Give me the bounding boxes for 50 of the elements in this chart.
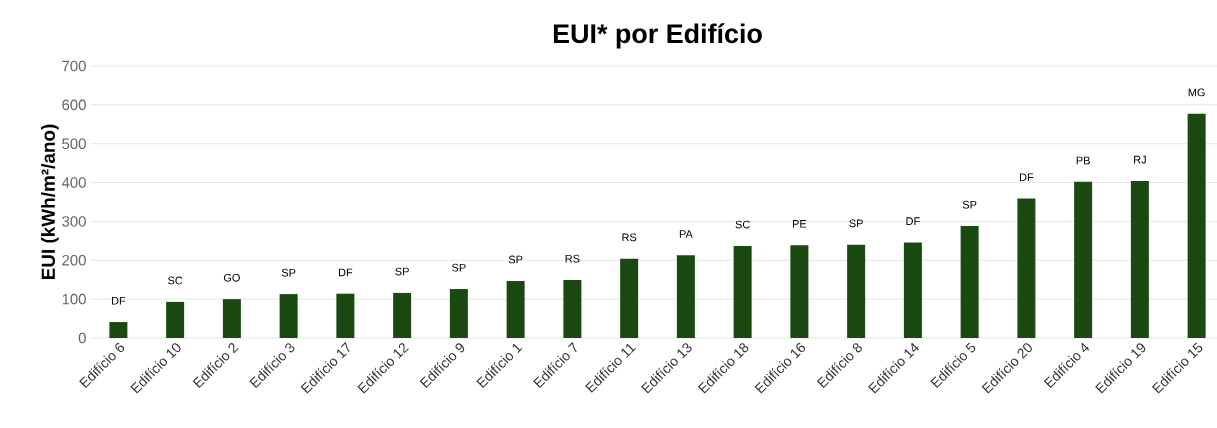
y-tick-label: 200 [62, 254, 86, 266]
bar [733, 245, 752, 338]
annotation: PE [792, 220, 807, 228]
y-tick-label: 600 [62, 99, 86, 111]
annotation: SP [849, 219, 863, 228]
bar [1017, 198, 1036, 338]
annotation: DF [111, 297, 126, 305]
annotation: SP [508, 255, 523, 264]
annotation: DF [906, 217, 920, 225]
annotation: GO [223, 273, 240, 282]
bar [336, 293, 355, 338]
annotation: PB [1076, 156, 1090, 165]
annotation: SC [168, 276, 183, 285]
bar [506, 280, 525, 338]
bar [109, 322, 128, 338]
y-tick-label: 300 [62, 216, 86, 227]
bar [960, 226, 979, 338]
annotation: MG [1188, 88, 1205, 97]
annotation: SP [395, 267, 409, 276]
bar [279, 294, 298, 338]
bar [847, 244, 866, 338]
bar [903, 242, 922, 338]
bar [393, 292, 412, 338]
chart-title: EUI* por Edifício [553, 23, 762, 49]
bar [620, 258, 639, 338]
y-tick-label: 400 [61, 177, 86, 188]
y-tick-label: 0 [78, 332, 86, 344]
annotation: RS [565, 254, 580, 263]
y-tick-label: 700 [62, 60, 86, 72]
bar [449, 289, 468, 338]
annotation: SP [962, 200, 977, 209]
y-tick-label: 100 [62, 293, 86, 305]
annotation: PA [679, 230, 693, 238]
annotation: RJ [1134, 155, 1146, 164]
annotation: SC [735, 220, 750, 229]
annotation: DF [338, 268, 353, 277]
y-tick-label: 500 [62, 138, 86, 149]
bar [166, 301, 185, 338]
bar [563, 280, 582, 338]
bar [1130, 181, 1149, 338]
bar [1074, 181, 1093, 338]
y-axis-title: EUI (kWh/m²/ano) [41, 124, 59, 280]
annotation: RS [622, 233, 637, 242]
annotation: DF [1019, 173, 1034, 181]
bar [790, 245, 809, 338]
bar [222, 299, 241, 338]
annotation: SP [452, 263, 466, 272]
bar [1187, 113, 1206, 338]
annotation: SP [281, 268, 296, 277]
bar [676, 255, 695, 338]
